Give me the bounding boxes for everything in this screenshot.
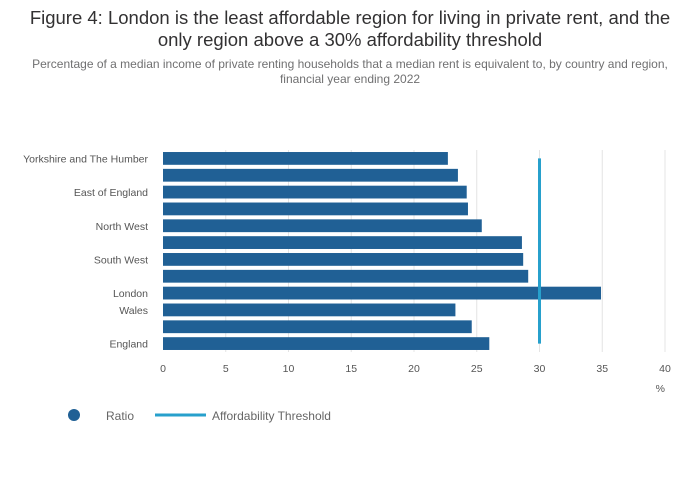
x-axis-unit-label: % (656, 383, 665, 395)
y-tick-label-8: London (113, 288, 148, 300)
x-tick-label-7: 35 (596, 363, 608, 375)
bar-10[interactable] (163, 320, 472, 334)
x-tick-label-5: 25 (471, 363, 483, 375)
chart-title: Figure 4: London is the least affordable… (29, 7, 671, 50)
bar-4[interactable] (163, 219, 482, 233)
bar-1[interactable] (163, 168, 458, 182)
x-tick-label-4: 20 (408, 363, 420, 375)
legend-label-threshold: Affordability Threshold (212, 409, 331, 423)
legend-label-ratio: Ratio (106, 409, 134, 423)
y-tick-label-0: Yorkshire and The Humber (23, 153, 148, 165)
x-tick-label-0: 0 (160, 363, 166, 375)
bar-5[interactable] (163, 236, 522, 249)
x-tick-label-8: 40 (659, 363, 671, 375)
y-tick-label-2: East of England (74, 187, 148, 199)
bar-6[interactable] (163, 253, 524, 266)
bar-8[interactable] (163, 286, 601, 300)
y-tick-label-11: England (109, 339, 148, 351)
bar-11[interactable] (163, 337, 490, 350)
y-tick-label-4: North West (96, 221, 148, 233)
x-tick-label-3: 15 (345, 363, 357, 375)
x-tick-label-1: 5 (223, 363, 229, 375)
chart-subtitle: Percentage of a median income of private… (32, 57, 668, 86)
legend-marker-ratio (68, 409, 80, 421)
bar-3[interactable] (163, 202, 468, 216)
x-tick-label-2: 10 (283, 363, 295, 375)
bar-2[interactable] (163, 185, 467, 199)
y-tick-label-6: South West (94, 254, 148, 266)
bar-0[interactable] (163, 152, 448, 165)
x-tick-label-6: 30 (534, 363, 546, 375)
bar-9[interactable] (163, 303, 456, 317)
y-tick-label-9: Wales (119, 305, 148, 317)
legend: Ratio Affordability Threshold (68, 409, 331, 423)
bar-7[interactable] (163, 269, 529, 283)
